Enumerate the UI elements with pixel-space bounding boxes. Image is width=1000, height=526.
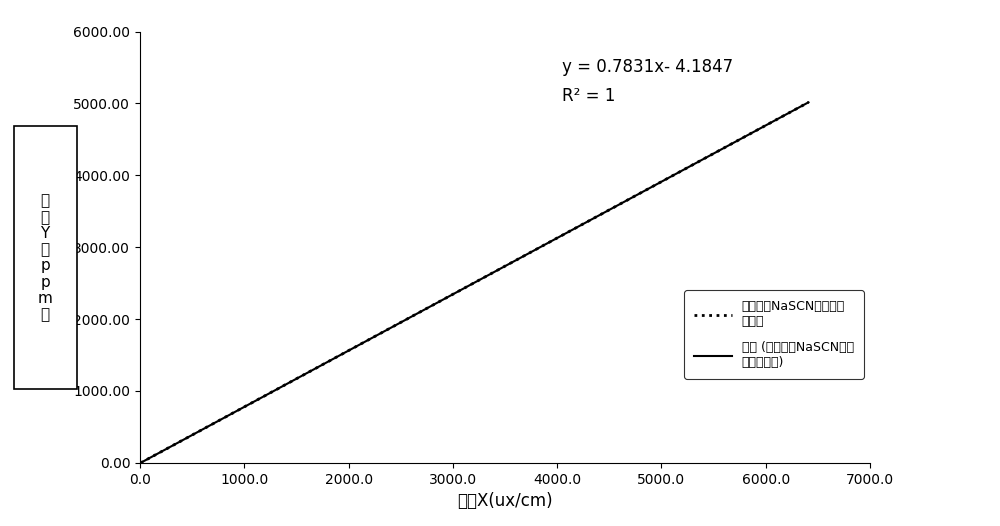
FancyBboxPatch shape (14, 126, 76, 389)
Text: 浓
度
Y
（
p
p
m
）: 浓 度 Y （ p p m ） (38, 194, 52, 322)
Text: y = 0.7831x- 4.1847
R² = 1: y = 0.7831x- 4.1847 R² = 1 (562, 58, 733, 106)
Legend: 脱盐水中NaSCN含量与电
导关系, 线性 (脱盐水中NaSCN含量
与电导关系): 脱盐水中NaSCN含量与电 导关系, 线性 (脱盐水中NaSCN含量 与电导关系… (684, 290, 864, 379)
X-axis label: 电导X(ux/cm): 电导X(ux/cm) (457, 492, 553, 510)
